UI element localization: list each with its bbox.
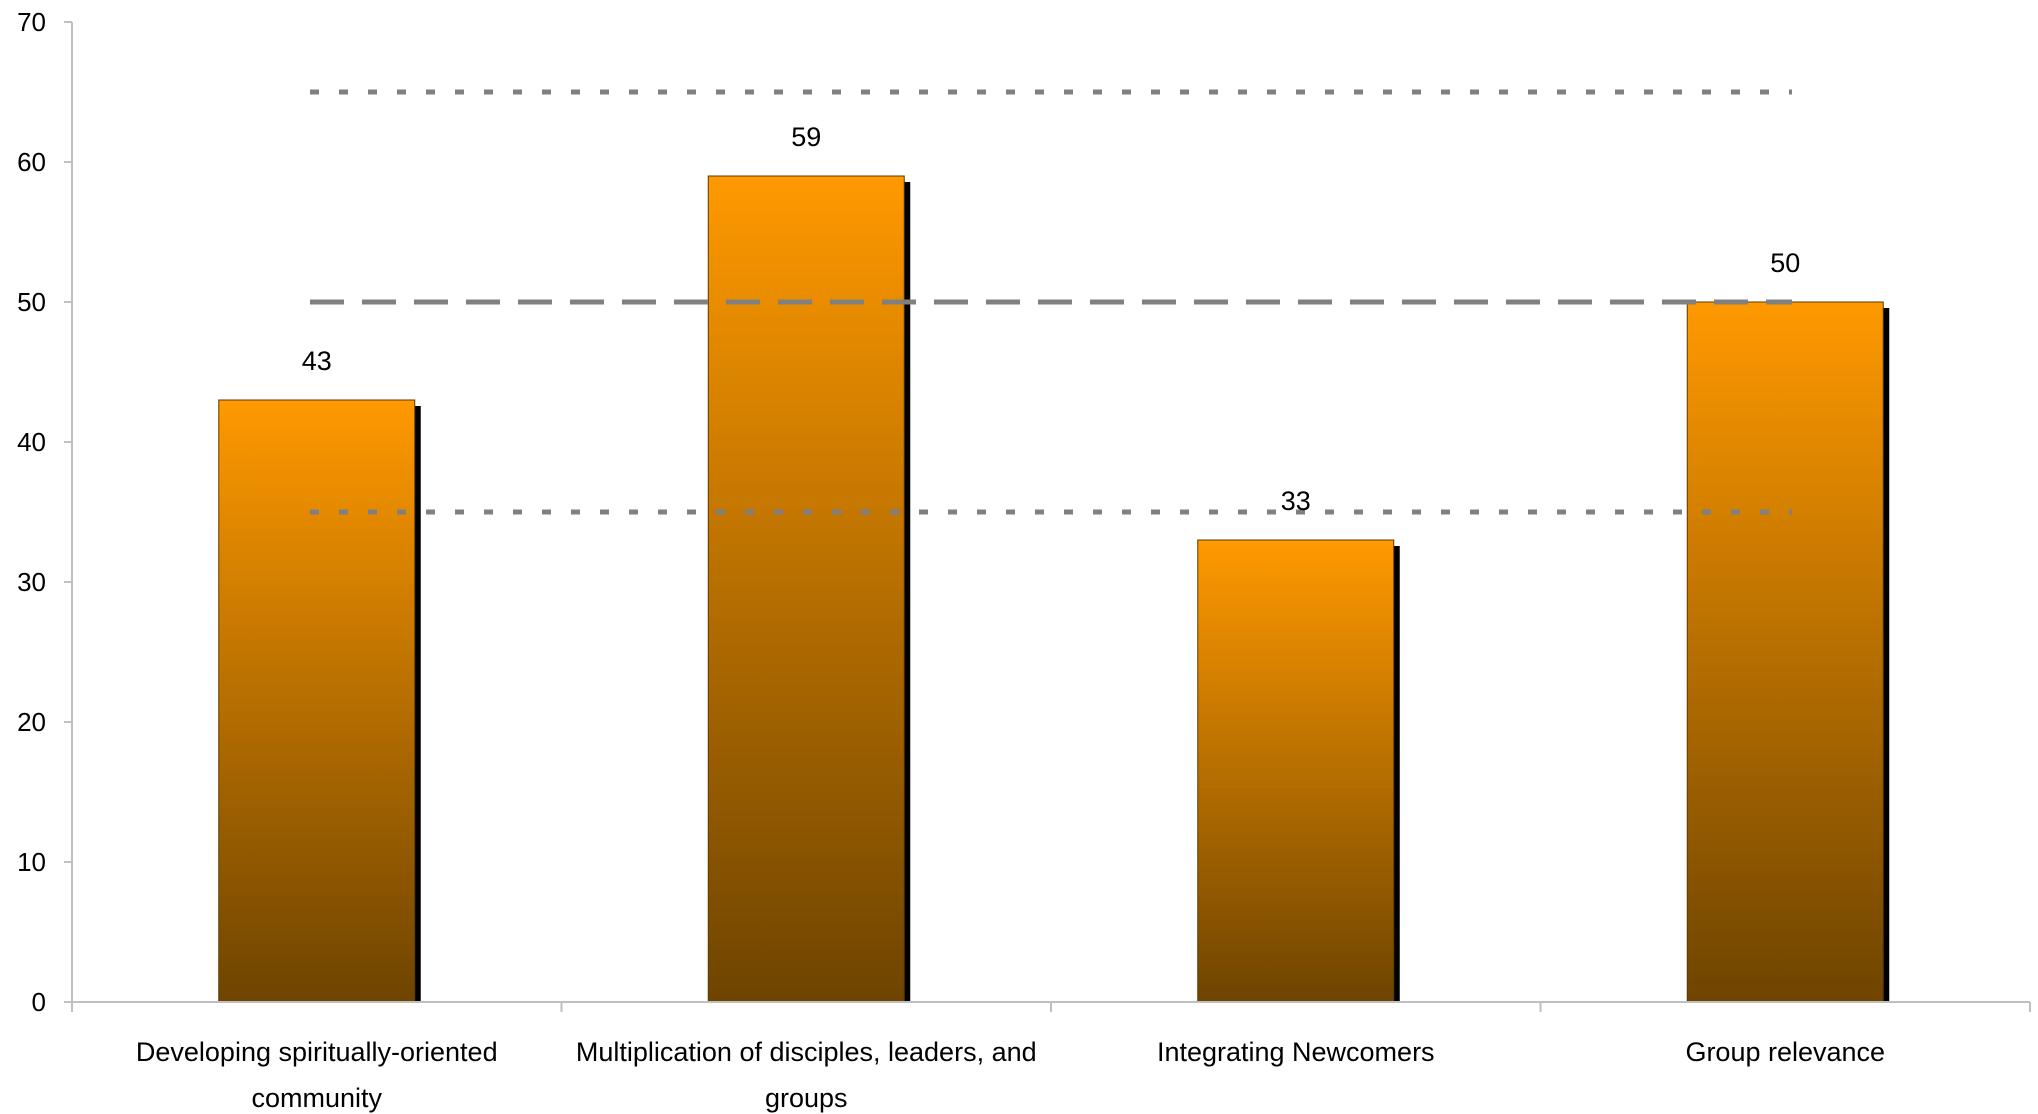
bar bbox=[707, 175, 905, 1003]
x-tick-label: Multiplication of disciples, leaders, an… bbox=[576, 1037, 1037, 1113]
x-tick-label: Group relevance bbox=[1685, 1037, 1885, 1067]
y-tick-label: 20 bbox=[17, 707, 46, 737]
data-label: 59 bbox=[791, 122, 821, 152]
data-label: 50 bbox=[1770, 248, 1800, 278]
y-tick-label: 0 bbox=[32, 987, 46, 1017]
bar bbox=[218, 399, 416, 1003]
bars bbox=[218, 175, 1890, 1003]
y-tick-label: 60 bbox=[17, 147, 46, 177]
bar bbox=[1197, 539, 1395, 1003]
data-label: 43 bbox=[302, 346, 332, 376]
data-label: 33 bbox=[1281, 486, 1311, 516]
reference-lines bbox=[310, 89, 1792, 515]
x-tick-label: Integrating Newcomers bbox=[1157, 1037, 1435, 1067]
y-tick-label: 30 bbox=[17, 567, 46, 597]
y-tick-label: 70 bbox=[17, 7, 46, 37]
x-tick-label: Developing spiritually-oriented community bbox=[136, 1037, 498, 1113]
labels: 43 59 33 50 0 10 20 30 40 50 60 70 Developing spirit… bbox=[17, 7, 1885, 1113]
y-tick-label: 40 bbox=[17, 427, 46, 457]
y-tick-label: 50 bbox=[17, 287, 46, 317]
bar bbox=[1686, 301, 1884, 1003]
y-tick-label: 10 bbox=[17, 847, 46, 877]
axes bbox=[64, 21, 2031, 1012]
